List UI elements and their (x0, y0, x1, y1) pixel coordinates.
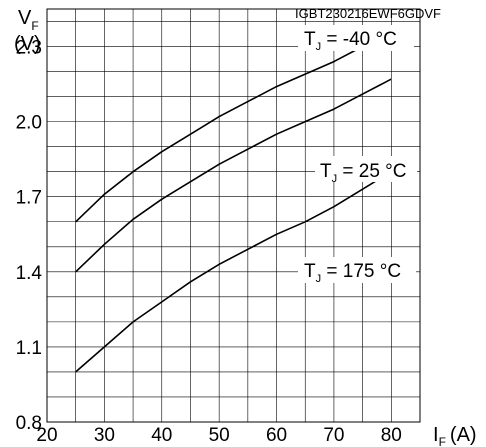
series-lines (75, 33, 392, 373)
legend-label-tj-175: TJ = 175 °C (298, 257, 416, 285)
y-tick-labels: 0.8 1.1 1.4 1.7 2.0 2.3 (16, 38, 43, 434)
chart-title: IGBT230216EWF6GDVF (295, 6, 441, 21)
y-tick-label: 0.8 (16, 413, 42, 434)
series-line-0 (75, 33, 392, 223)
series-line-2 (75, 171, 392, 373)
y-axis-symbol: VF (18, 7, 39, 33)
y-axis-unit: (V) (14, 33, 41, 55)
x-tick-labels: 20 30 40 50 60 70 80 (36, 425, 401, 446)
legend-label-tj-minus40: TJ = -40 °C (298, 25, 414, 53)
svg-text:TJ = -40 °C: TJ = -40 °C (304, 29, 397, 53)
x-tick-label: 50 (209, 425, 230, 446)
plot-frame (46, 8, 421, 423)
y-tick-label: 1.4 (16, 263, 43, 284)
legend-label-tj-25: TJ = 25 °C (315, 156, 417, 185)
series-line-1 (75, 78, 392, 273)
x-tick-label: 80 (381, 425, 402, 446)
grid (47, 9, 420, 422)
x-axis-label: IF (A) (433, 424, 477, 447)
x-tick-label: 30 (94, 425, 115, 446)
x-tick-label: 70 (323, 425, 344, 446)
svg-text:TJ = 25 °C: TJ = 25 °C (320, 161, 407, 185)
y-tick-label: 1.7 (16, 188, 42, 209)
x-tick-label: 40 (151, 425, 172, 446)
svg-text:TJ = 175 °C: TJ = 175 °C (304, 261, 401, 285)
x-tick-label: 20 (36, 425, 57, 446)
y-tick-label: 2.3 (16, 38, 42, 59)
y-tick-label: 1.1 (16, 338, 42, 359)
x-tick-label: 60 (266, 425, 287, 446)
y-tick-label: 2.0 (16, 113, 42, 134)
